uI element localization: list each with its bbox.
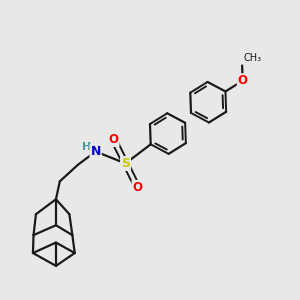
Text: O: O — [238, 74, 248, 87]
Text: S: S — [121, 157, 130, 170]
Text: H: H — [82, 142, 91, 152]
Text: N: N — [91, 145, 101, 158]
Text: O: O — [109, 133, 118, 146]
Text: CH₃: CH₃ — [244, 53, 262, 63]
Text: O: O — [133, 181, 142, 194]
